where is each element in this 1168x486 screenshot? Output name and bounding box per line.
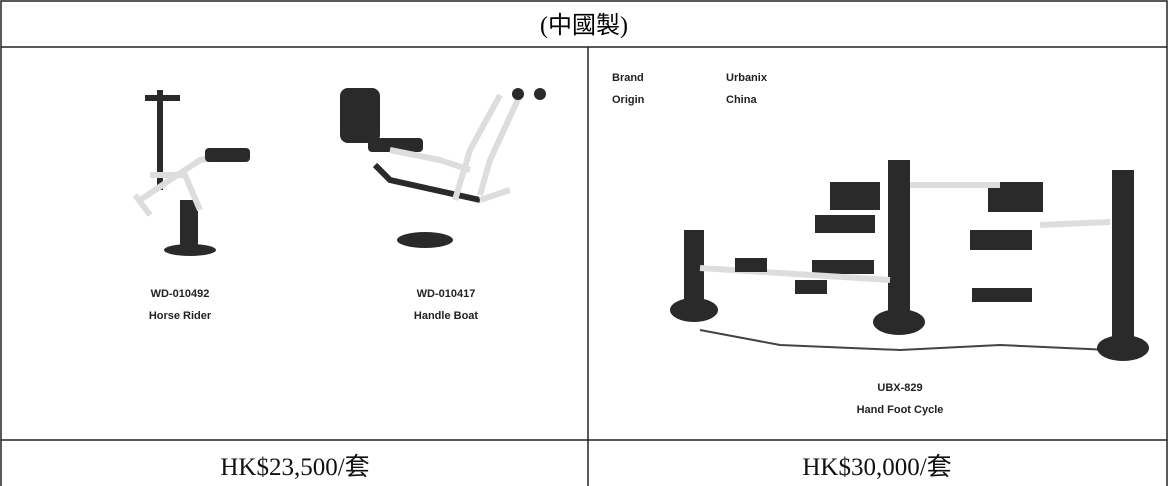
- spec-value: China: [726, 94, 757, 106]
- price: HK$30,000/套: [802, 453, 951, 481]
- product-code: UBX-829: [877, 382, 922, 394]
- product-name: Horse Rider: [149, 310, 212, 322]
- product-name: Handle Boat: [414, 310, 479, 322]
- spec-label: Brand: [612, 72, 644, 84]
- spec-value: Urbanix: [726, 72, 768, 84]
- hand-foot-cycle-image: [670, 160, 1149, 361]
- header-title: (中國製): [540, 12, 628, 39]
- price: HK$23,500/套: [220, 453, 369, 481]
- horse-rider-image: [132, 90, 250, 256]
- product-code: WD-010417: [417, 288, 476, 300]
- product-name: Hand Foot Cycle: [857, 404, 944, 416]
- handle-boat-image: [340, 88, 546, 248]
- product-code: WD-010492: [151, 288, 210, 300]
- spec-label: Origin: [612, 94, 645, 106]
